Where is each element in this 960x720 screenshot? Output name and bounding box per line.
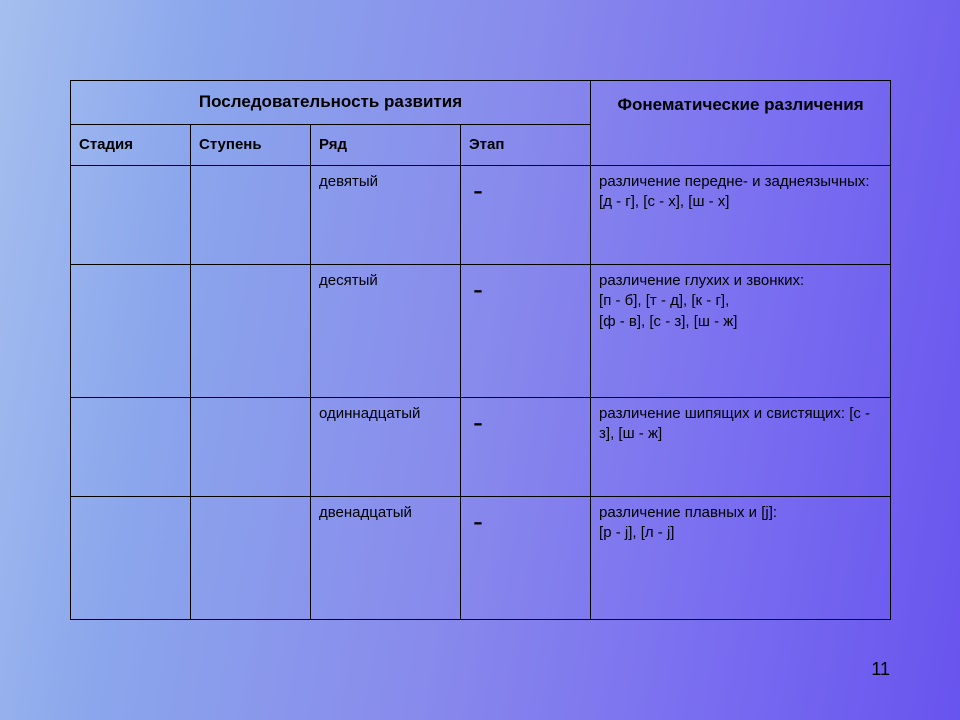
col-stage: Стадия: [71, 124, 191, 165]
table-row: двенадцатый - различение плавных и [j]:[…: [71, 497, 891, 620]
col-step: Ступень: [191, 124, 311, 165]
cell-row: девятый: [311, 166, 461, 265]
cell-step: [191, 166, 311, 265]
cell-step: [191, 265, 311, 398]
cell-step: [191, 497, 311, 620]
page-number: 11: [871, 659, 890, 680]
cell-phase: -: [461, 166, 591, 265]
cell-desc: различение плавных и [j]:[р - j], [л - j…: [591, 497, 891, 620]
header-row-1: Последовательность развития Фонематическ…: [71, 81, 891, 125]
cell-stage: [71, 398, 191, 497]
phonematic-table: Последовательность развития Фонематическ…: [70, 80, 891, 620]
cell-phase: -: [461, 265, 591, 398]
cell-stage: [71, 497, 191, 620]
cell-desc: различение шипящих и свистящих: [с - з],…: [591, 398, 891, 497]
header-right: Фонематические различения: [591, 81, 891, 166]
col-row: Ряд: [311, 124, 461, 165]
cell-stage: [71, 265, 191, 398]
cell-phase: -: [461, 497, 591, 620]
cell-step: [191, 398, 311, 497]
cell-row: двенадцатый: [311, 497, 461, 620]
table-row: одиннадцатый - различение шипящих и свис…: [71, 398, 891, 497]
table-row: десятый - различение глухих и звонких:[п…: [71, 265, 891, 398]
cell-stage: [71, 166, 191, 265]
cell-row: десятый: [311, 265, 461, 398]
cell-row: одиннадцатый: [311, 398, 461, 497]
table-row: девятый - различение передне- и заднеязы…: [71, 166, 891, 265]
cell-desc: различение глухих и звонких:[п - б], [т …: [591, 265, 891, 398]
header-left: Последовательность развития: [71, 81, 591, 125]
table-container: Последовательность развития Фонематическ…: [70, 80, 890, 620]
col-phase: Этап: [461, 124, 591, 165]
cell-phase: -: [461, 398, 591, 497]
cell-desc: различение передне- и заднеязычных: [д -…: [591, 166, 891, 265]
